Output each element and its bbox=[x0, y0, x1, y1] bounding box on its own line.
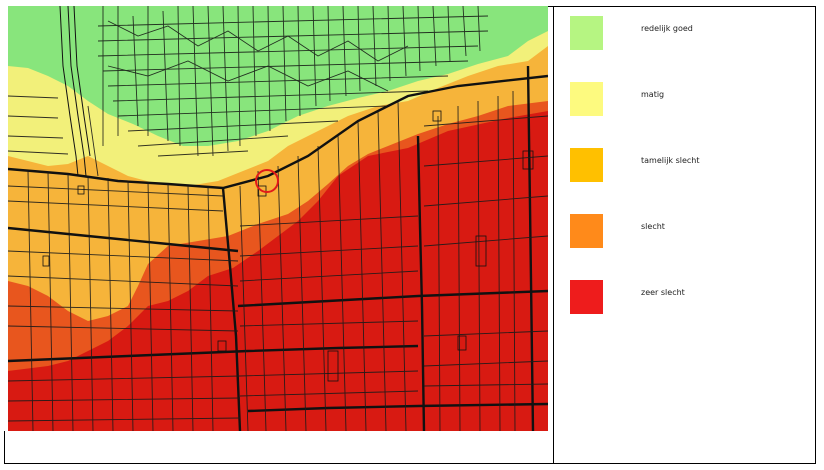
legend: redelijk goed matig tamelijk slecht slec… bbox=[554, 6, 816, 431]
circle-marker bbox=[255, 169, 279, 193]
legend-swatch bbox=[570, 82, 603, 116]
bottom-rule bbox=[4, 463, 816, 464]
left-rule bbox=[4, 431, 5, 464]
right-rule bbox=[815, 6, 816, 464]
legend-label: slecht bbox=[641, 222, 665, 231]
legend-item-zeer-slecht: zeer slecht bbox=[570, 280, 810, 314]
legend-item-redelijk-goed: redelijk goed bbox=[570, 16, 810, 50]
legend-label: tamelijk slecht bbox=[641, 156, 700, 165]
built-up-area bbox=[97, 6, 489, 157]
top-rule bbox=[548, 6, 816, 7]
legend-swatch bbox=[570, 214, 603, 248]
legend-item-tamelijk-slecht: tamelijk slecht bbox=[570, 148, 810, 182]
legend-label: redelijk goed bbox=[641, 24, 693, 33]
legend-label: zeer slecht bbox=[641, 288, 685, 297]
divider-rule bbox=[553, 6, 554, 464]
legend-item-matig: matig bbox=[570, 82, 810, 116]
noise-map bbox=[8, 6, 548, 431]
highway bbox=[59, 6, 91, 177]
legend-label: matig bbox=[641, 90, 665, 99]
legend-swatch bbox=[570, 148, 603, 182]
main-roads bbox=[8, 65, 548, 431]
legend-swatch bbox=[570, 16, 603, 50]
legend-swatch bbox=[570, 280, 603, 314]
legend-item-slecht: slecht bbox=[570, 214, 810, 248]
zone-redelijk-goed bbox=[8, 6, 548, 146]
